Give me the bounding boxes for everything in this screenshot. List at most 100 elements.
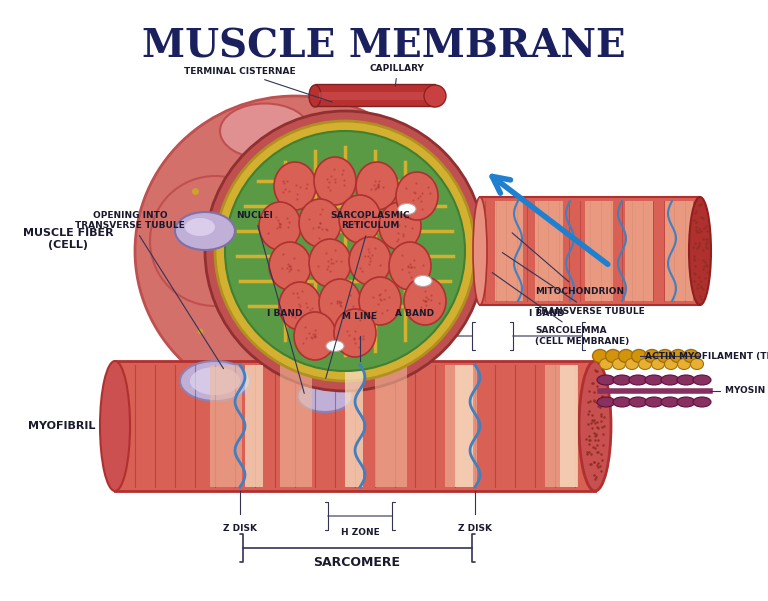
Bar (115, 361, 595, 491)
Text: TRANSVERSE TUBULE: TRANSVERSE TUBULE (502, 252, 645, 316)
Text: Z DISK: Z DISK (458, 524, 492, 533)
Ellipse shape (359, 277, 401, 325)
Text: MUSCLE MEMBRANE: MUSCLE MEMBRANE (142, 28, 626, 66)
Text: MYOSIN MYOFILAMENT (THICK): MYOSIN MYOFILAMENT (THICK) (725, 386, 768, 395)
Ellipse shape (190, 367, 240, 395)
Ellipse shape (294, 312, 336, 360)
Text: H ZONE: H ZONE (341, 528, 379, 537)
Ellipse shape (618, 350, 634, 362)
Bar (480, 197, 700, 305)
Ellipse shape (309, 85, 321, 107)
Ellipse shape (693, 397, 711, 407)
Ellipse shape (592, 350, 607, 362)
Ellipse shape (613, 359, 625, 370)
Ellipse shape (175, 212, 235, 250)
Text: MUSCLE FIBER: MUSCLE FIBER (23, 228, 114, 238)
Ellipse shape (597, 397, 615, 407)
Ellipse shape (398, 204, 416, 215)
Ellipse shape (690, 359, 703, 370)
Bar (560, 365, 578, 487)
Ellipse shape (677, 359, 690, 370)
Ellipse shape (389, 242, 431, 290)
Ellipse shape (625, 359, 638, 370)
Ellipse shape (657, 350, 673, 362)
Ellipse shape (269, 242, 311, 290)
Bar (495, 201, 523, 301)
Bar (535, 201, 563, 301)
Ellipse shape (319, 279, 361, 327)
Bar (210, 365, 242, 487)
Ellipse shape (631, 350, 647, 362)
Bar (625, 201, 653, 301)
Bar (455, 365, 473, 487)
Ellipse shape (644, 350, 660, 362)
Text: TERMINAL CISTERNAE: TERMINAL CISTERNAE (184, 67, 333, 102)
Ellipse shape (215, 121, 475, 381)
Ellipse shape (580, 361, 610, 491)
Ellipse shape (613, 397, 631, 407)
Text: (CELL): (CELL) (48, 240, 88, 250)
Ellipse shape (100, 361, 130, 491)
Ellipse shape (605, 350, 621, 362)
Text: MYOFIBRIL: MYOFIBRIL (28, 421, 96, 431)
Ellipse shape (185, 218, 215, 236)
Ellipse shape (670, 350, 686, 362)
Ellipse shape (225, 131, 465, 371)
Ellipse shape (349, 237, 391, 285)
Ellipse shape (677, 397, 695, 407)
Ellipse shape (600, 359, 613, 370)
Ellipse shape (379, 202, 421, 250)
Bar (319, 92, 431, 100)
Ellipse shape (661, 375, 679, 385)
Bar (665, 201, 693, 301)
Text: I BAND: I BAND (529, 309, 564, 318)
Text: I BAND: I BAND (267, 309, 303, 318)
Ellipse shape (689, 197, 711, 305)
Text: A BAND: A BAND (396, 309, 435, 318)
Ellipse shape (210, 166, 340, 276)
Ellipse shape (259, 202, 301, 250)
Ellipse shape (150, 176, 280, 306)
Text: MITOCHONDRION: MITOCHONDRION (512, 233, 624, 296)
Ellipse shape (677, 375, 695, 385)
Ellipse shape (638, 359, 651, 370)
Text: SARCOMERE: SARCOMERE (313, 556, 400, 569)
Ellipse shape (404, 277, 446, 325)
Text: Z DISK: Z DISK (223, 524, 257, 533)
Ellipse shape (299, 199, 341, 247)
Ellipse shape (645, 397, 663, 407)
Bar (545, 365, 577, 487)
Ellipse shape (684, 350, 699, 362)
Text: NUCLEI: NUCLEI (237, 211, 304, 393)
Bar (280, 365, 312, 487)
Ellipse shape (135, 96, 455, 406)
Ellipse shape (334, 309, 376, 357)
Bar (315, 84, 435, 106)
Bar (585, 201, 613, 301)
Ellipse shape (693, 375, 711, 385)
Ellipse shape (629, 375, 647, 385)
Text: ACTIN MYOFILAMENT (THIN): ACTIN MYOFILAMENT (THIN) (645, 352, 768, 361)
Text: CAPILLARY: CAPILLARY (370, 64, 425, 86)
Bar (375, 365, 407, 487)
Ellipse shape (279, 282, 321, 330)
Bar (245, 365, 263, 487)
Ellipse shape (180, 361, 250, 401)
Ellipse shape (664, 359, 677, 370)
Ellipse shape (297, 380, 353, 412)
Ellipse shape (396, 172, 438, 220)
Ellipse shape (473, 197, 487, 305)
Ellipse shape (661, 397, 679, 407)
Ellipse shape (651, 359, 664, 370)
Bar (445, 365, 477, 487)
Ellipse shape (326, 341, 344, 352)
Ellipse shape (414, 275, 432, 287)
Ellipse shape (274, 162, 316, 210)
Text: SARCOLEMMA
(CELL MEMBRANE): SARCOLEMMA (CELL MEMBRANE) (492, 273, 629, 346)
Text: M LINE: M LINE (343, 312, 378, 321)
Ellipse shape (424, 85, 446, 107)
Ellipse shape (356, 162, 398, 210)
Ellipse shape (579, 361, 611, 491)
Ellipse shape (597, 375, 615, 385)
Ellipse shape (645, 375, 663, 385)
